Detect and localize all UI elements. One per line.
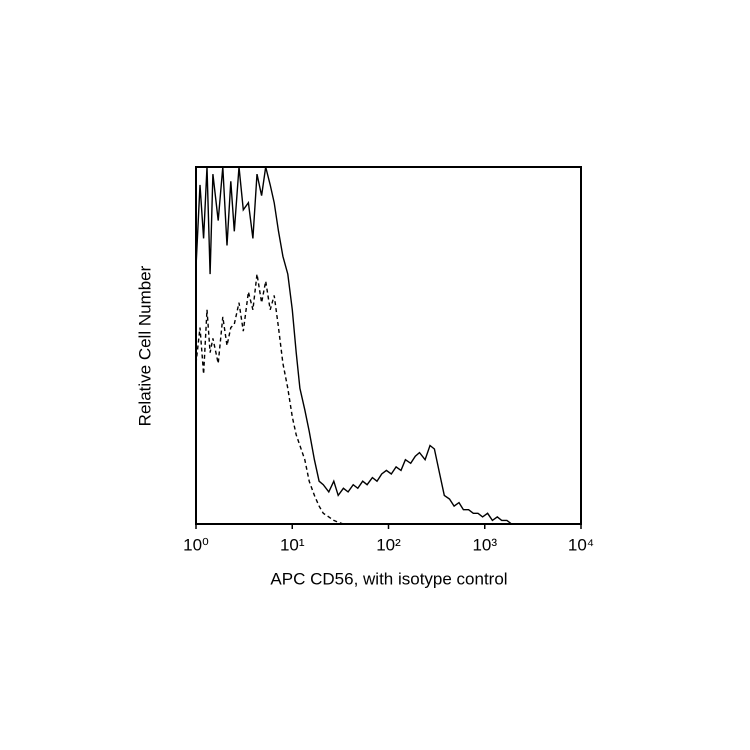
y-axis-label: Relative Cell Number (135, 265, 154, 426)
histogram-line (195, 273, 531, 525)
x-tick-label: 10⁰ (183, 535, 209, 554)
x-tick-label: 10¹ (280, 535, 305, 554)
x-tick-label: 10³ (472, 535, 497, 554)
x-axis-label: APC CD56, with isotype control (270, 569, 507, 588)
x-tick-label: 10⁴ (568, 535, 594, 554)
x-tick-label: 10² (376, 535, 401, 554)
histogram-line (195, 166, 531, 525)
